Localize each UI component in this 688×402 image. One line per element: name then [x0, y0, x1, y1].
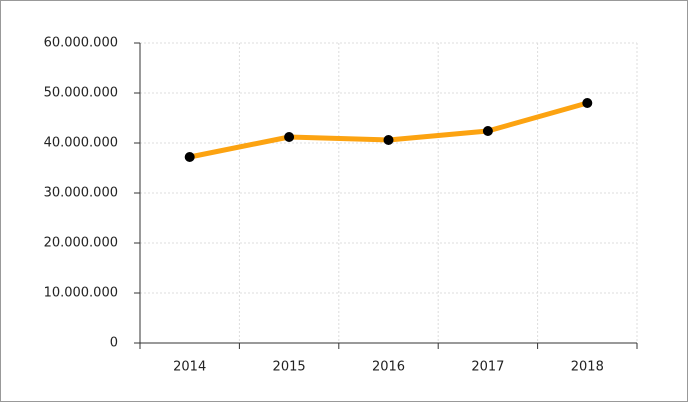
y-tick-label: 10.000.000 [44, 286, 118, 301]
point [582, 98, 593, 108]
y-tick-label: 20.000.000 [44, 236, 118, 251]
y-tick-label: 50.000.000 [44, 86, 118, 101]
y-tick-label: 0 [110, 336, 118, 351]
x-tick-label: 2014 [173, 360, 206, 375]
y-tick-label: 30.000.000 [44, 186, 118, 201]
x-tick-label: 2018 [571, 360, 604, 375]
y-tick-label: 40.000.000 [44, 136, 118, 151]
point [184, 152, 195, 162]
point [284, 132, 295, 142]
x-tick-label: 2015 [273, 360, 306, 375]
x-tick-label: 2016 [372, 360, 405, 375]
y-tick-label: 60.000.000 [44, 36, 118, 51]
x-tick-label: 2017 [471, 360, 504, 375]
point [383, 135, 394, 145]
point [482, 126, 493, 136]
